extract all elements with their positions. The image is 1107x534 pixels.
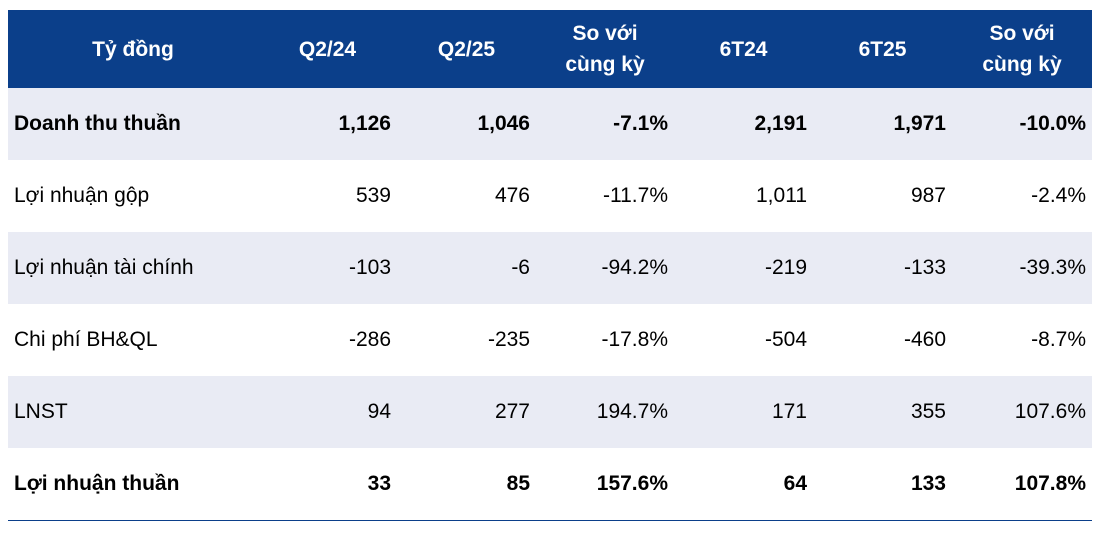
cell-value: -8.7% [1031, 328, 1086, 351]
financial-table: Tỷ đồng Q2/24 Q2/25 So với cùng kỳ 6T24 6… [8, 10, 1092, 521]
cell-value: -286 [348, 328, 391, 351]
cell-value: -94.2% [536, 232, 674, 304]
cell-value: -133 [813, 232, 952, 304]
header-6t24: 6T24 [674, 10, 813, 88]
cell-value: 277 [397, 376, 536, 448]
cell-value: 987 [910, 184, 946, 207]
table-row: Lợi nhuận gộp 539 476 -11.7% 1,011 987 -2.4% [8, 160, 1092, 232]
row-label: Lợi nhuận thuần [8, 448, 258, 521]
cell-value: -11.7% [603, 184, 668, 207]
cell-value: -235 [487, 328, 530, 351]
table-row: Lợi nhuận tài chính -103 -6 -94.2% -219 -133-… [8, 232, 1092, 304]
header-yoy-halfyear: So với cùng kỳ [952, 10, 1092, 88]
cell-value: 2,191 [674, 88, 813, 160]
cell-value: 107.6% [952, 376, 1092, 448]
table-row: Lợi nhuận thuần 33 85 157.6% 64 133 107.8% [8, 448, 1092, 521]
cell-value: 476 [494, 184, 530, 207]
cell-value: -7.1% [536, 88, 674, 160]
cell-value: 94 [258, 376, 397, 448]
header-row: Tỷ đồng Q2/24 Q2/25 So với cùng kỳ 6T24 6… [8, 10, 1092, 88]
cell-value: 1,971 [813, 88, 952, 160]
cell-value: 171 [674, 376, 813, 448]
cell-value: 194.7% [536, 376, 674, 448]
table-row: Chi phí BH&QL -286 -235 -17.8% -504 -460 -8.7% [8, 304, 1092, 376]
cell-value: 1,046 [397, 88, 536, 160]
cell-value: 64 [674, 448, 813, 521]
cell-value: -6 [397, 232, 536, 304]
header-q2-25: Q2/25 [397, 10, 536, 88]
table-row: Doanh thu thuần 1,126 1,046 -7.1% 2,191 1,971… [8, 88, 1092, 160]
cell-value: 107.8% [952, 448, 1092, 521]
header-yoy-halfyear-text: So với cùng kỳ [982, 22, 1062, 76]
cell-value: 133 [813, 448, 952, 521]
cell-value: 157.6% [536, 448, 674, 521]
table-row: LNST 94 277 194.7% 171 355 107.6% [8, 376, 1092, 448]
header-q2-24: Q2/24 [258, 10, 397, 88]
row-label: LNST [8, 376, 258, 448]
cell-value: 33 [258, 448, 397, 521]
cell-value: -17.8% [601, 328, 668, 351]
cell-value: 539 [355, 184, 391, 207]
cell-value: -219 [674, 232, 813, 304]
header-6t25: 6T25 [813, 10, 952, 88]
row-label: Chi phí BH&QL [14, 328, 158, 351]
cell-value: 1,011 [756, 184, 807, 207]
cell-value: -10.0% [952, 88, 1092, 160]
header-unit: Tỷ đồng [8, 10, 258, 88]
cell-value: -460 [903, 328, 946, 351]
row-label: Lợi nhuận gộp [14, 184, 150, 207]
cell-value: 1,126 [258, 88, 397, 160]
cell-value: -504 [764, 328, 807, 351]
cell-value: 85 [397, 448, 536, 521]
cell-value: -39.3% [952, 232, 1092, 304]
header-yoy-quarter-text: So với cùng kỳ [565, 22, 645, 76]
row-label: Doanh thu thuần [8, 88, 258, 160]
cell-value: 355 [813, 376, 952, 448]
row-label: Lợi nhuận tài chính [8, 232, 258, 304]
header-yoy-quarter: So với cùng kỳ [536, 10, 674, 88]
cell-value: -2.4% [1031, 184, 1086, 207]
cell-value: -103 [258, 232, 397, 304]
